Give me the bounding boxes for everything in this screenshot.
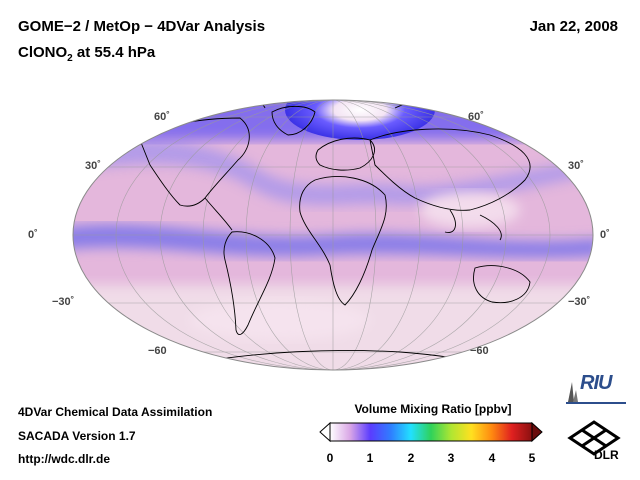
lat-label-right-30s: −30˚ — [568, 296, 591, 308]
dlr-logo-text: DLR — [594, 448, 619, 462]
colorbar-gradient — [329, 422, 533, 442]
lat-label-left-60n: 60˚ — [154, 111, 170, 123]
title-line-2: ClONO2 at 55.4 hPa — [18, 44, 155, 64]
date-label: Jan 22, 2008 — [529, 18, 618, 35]
title-line-1: GOME−2 / MetOp − 4DVar Analysis — [18, 18, 266, 35]
title-species-subscript: 2 — [67, 53, 73, 64]
lat-label-left-30n: 30˚ — [85, 160, 101, 172]
map-field — [73, 100, 593, 370]
dlr-logo — [567, 420, 621, 456]
map-panel — [72, 99, 594, 371]
title-species: ClONO — [18, 44, 68, 61]
lat-label-left-30s: −30˚ — [52, 296, 75, 308]
lat-label-right-60n: 60˚ — [468, 111, 484, 123]
footer-line-2: SACADA Version 1.7 — [18, 429, 136, 443]
riu-logo — [566, 382, 626, 404]
lat-label-right-0: 0˚ — [600, 229, 610, 241]
coastlines — [139, 101, 531, 367]
colorbar-tick-4: 4 — [488, 451, 496, 465]
title-level: at 55.4 hPa — [72, 44, 156, 61]
colorbar-tick-2: 2 — [407, 451, 415, 465]
colorbar-tick-5: 5 — [528, 451, 536, 465]
colorbar-title: Volume Mixing Ratio [ppbv] — [354, 402, 512, 416]
lat-label-left-60s: −60 — [148, 345, 167, 357]
footer-line-1: 4DVar Chemical Data Assimilation — [18, 405, 213, 419]
colorbar-low-arrow — [319, 421, 331, 443]
colorbar-tick-3: 3 — [447, 451, 455, 465]
map-outline — [72, 99, 594, 371]
riu-logo-text: RIU — [580, 372, 612, 394]
colorbar-high-arrow — [531, 421, 543, 443]
colorbar-tick-0: 0 — [326, 451, 334, 465]
colorbar-tick-1: 1 — [366, 451, 374, 465]
lat-label-right-60s: −60 — [470, 345, 489, 357]
lat-label-left-0: 0˚ — [28, 229, 38, 241]
lat-label-right-30n: 30˚ — [568, 160, 584, 172]
colorbar — [319, 421, 543, 443]
footer-line-3: http://wdc.dlr.de — [18, 452, 110, 466]
